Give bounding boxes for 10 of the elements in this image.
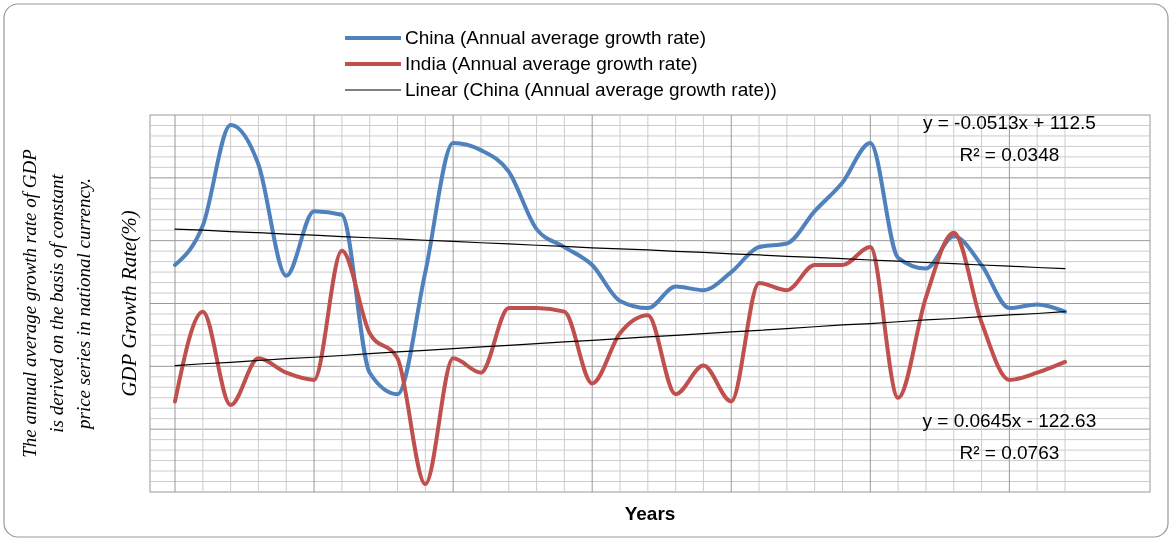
legend-label: Linear (China (Annual average growth rate))	[405, 79, 777, 100]
legend-label: China (Annual average growth rate)	[405, 27, 707, 48]
annotation: R² = 0.0348	[959, 143, 1060, 165]
y-axis-title: GDP Growth Rate(%)	[117, 210, 141, 397]
annotation: y = 0.0645x - 122.63	[922, 409, 1097, 431]
annotation: R² = 0.0763	[959, 441, 1060, 463]
legend-label: India (Annual average growth rate)	[405, 53, 698, 74]
annotation: y = -0.0513x + 112.5	[922, 111, 1096, 133]
text: The annual average growth rate of GDP is derived on the basis of constant price series in national currency.	[19, 148, 94, 458]
x-axis-title: Years	[624, 503, 676, 524]
